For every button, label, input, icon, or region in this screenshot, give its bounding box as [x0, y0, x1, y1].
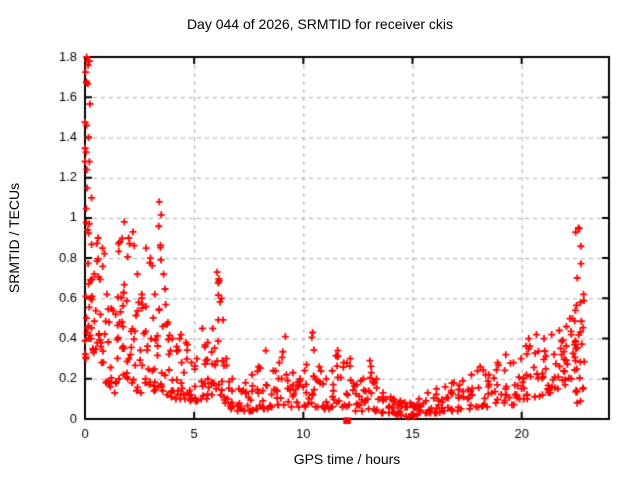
- y-axis-label: SRMTID / TECUs: [6, 182, 22, 294]
- chart-title: Day 044 of 2026, SRMTID for receiver cki…: [186, 16, 454, 32]
- x-axis-label: GPS time / hours: [293, 451, 401, 467]
